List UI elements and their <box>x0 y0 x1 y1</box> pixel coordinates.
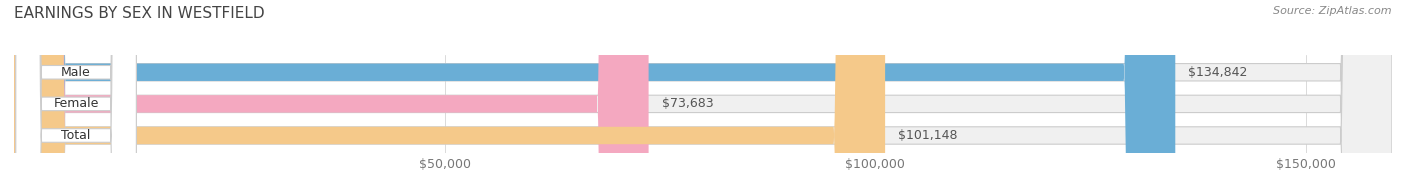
Text: Male: Male <box>62 66 91 79</box>
FancyBboxPatch shape <box>14 0 886 196</box>
Text: $101,148: $101,148 <box>898 129 957 142</box>
FancyBboxPatch shape <box>14 0 1392 196</box>
FancyBboxPatch shape <box>14 0 1175 196</box>
Text: EARNINGS BY SEX IN WESTFIELD: EARNINGS BY SEX IN WESTFIELD <box>14 6 264 21</box>
Text: $73,683: $73,683 <box>661 97 713 110</box>
Text: Source: ZipAtlas.com: Source: ZipAtlas.com <box>1274 6 1392 16</box>
FancyBboxPatch shape <box>15 0 136 196</box>
FancyBboxPatch shape <box>14 0 648 196</box>
FancyBboxPatch shape <box>15 0 136 196</box>
FancyBboxPatch shape <box>14 0 1392 196</box>
FancyBboxPatch shape <box>14 0 1392 196</box>
Text: Total: Total <box>62 129 91 142</box>
FancyBboxPatch shape <box>15 0 136 196</box>
Text: $134,842: $134,842 <box>1188 66 1247 79</box>
Text: Female: Female <box>53 97 98 110</box>
